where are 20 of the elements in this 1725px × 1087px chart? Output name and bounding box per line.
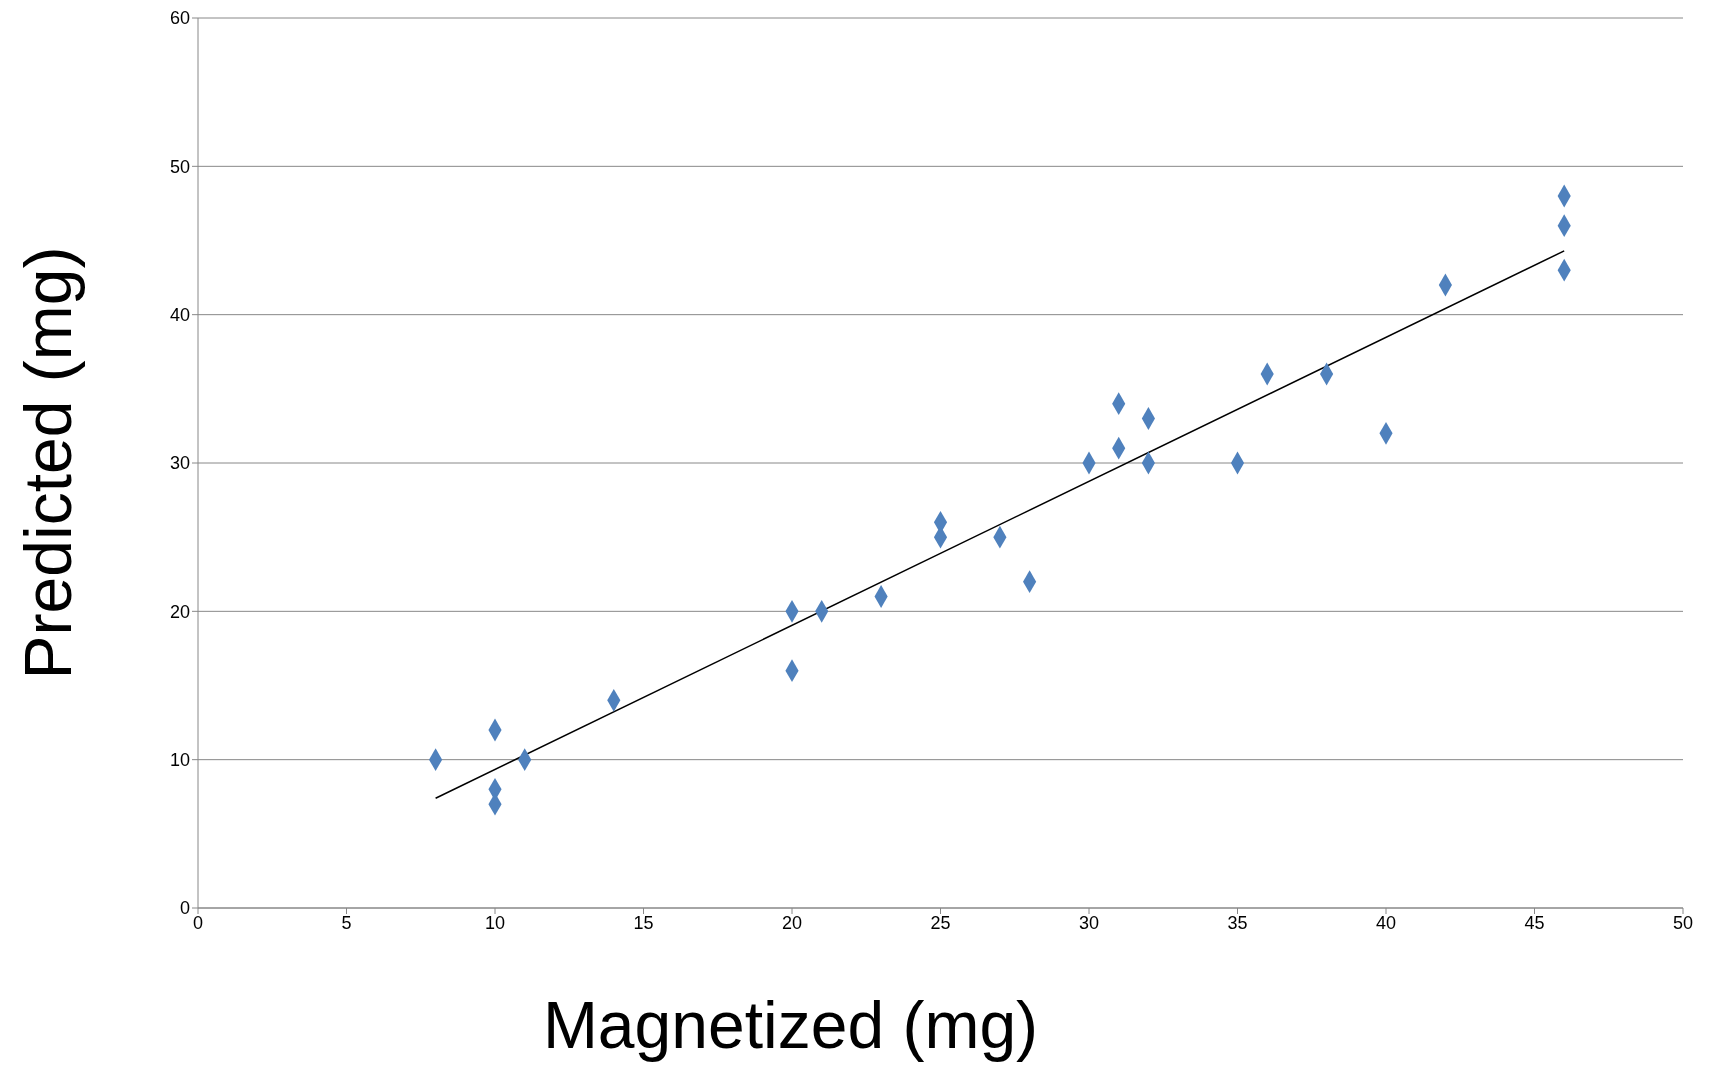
y-tick-label: 20 — [169, 601, 190, 622]
y-tick-label: 60 — [169, 8, 190, 29]
x-tick-label: 15 — [633, 912, 654, 933]
y-tick-label: 30 — [169, 453, 190, 474]
x-tick-label: 35 — [1227, 912, 1248, 933]
x-tick-label: 5 — [341, 912, 352, 933]
y-tick-label: 40 — [169, 305, 190, 326]
y-tick-label: 10 — [169, 750, 190, 771]
x-axis-title: Magnetized (mg) — [542, 988, 1039, 1062]
x-tick-label: 0 — [192, 912, 204, 933]
y-tick-label: 50 — [169, 156, 190, 177]
x-tick-label: 45 — [1524, 912, 1545, 933]
x-tick-label: 20 — [781, 912, 803, 933]
x-tick-label: 30 — [1078, 912, 1100, 933]
x-tick-label: 50 — [1672, 912, 1694, 933]
x-tick-label: 40 — [1375, 912, 1397, 933]
x-tick-label: 10 — [484, 912, 506, 933]
y-axis-title: Predicted (mg) — [11, 246, 86, 680]
x-tick-label: 25 — [930, 912, 951, 933]
y-tick-label: 0 — [179, 898, 190, 919]
